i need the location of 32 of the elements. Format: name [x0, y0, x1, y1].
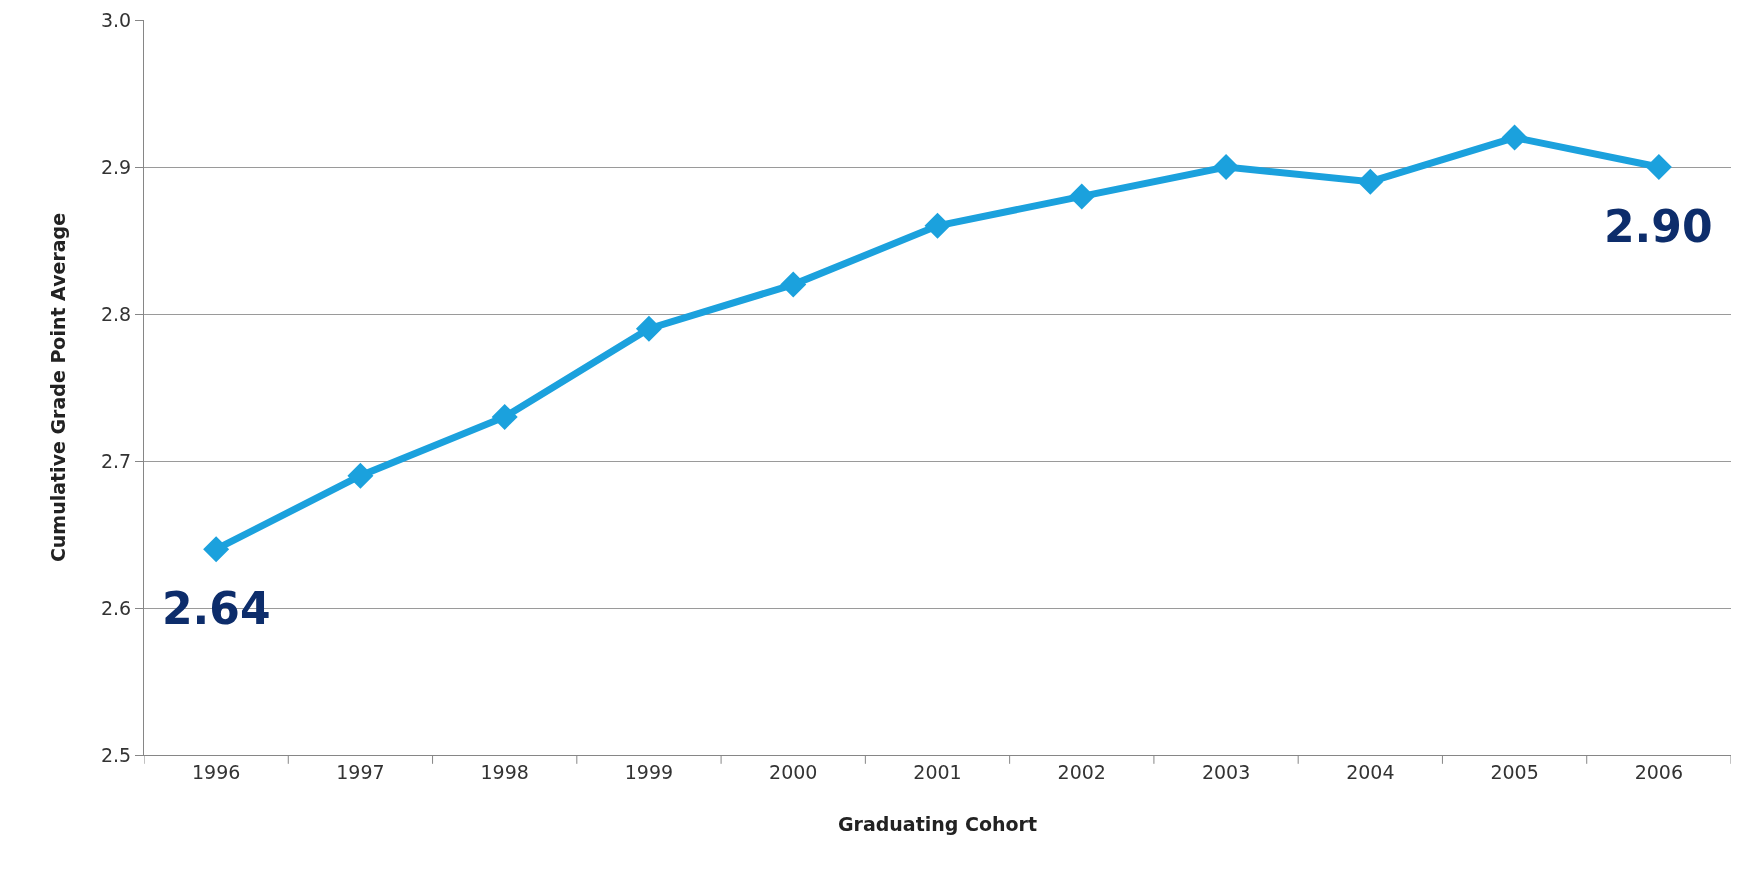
text: 2.5: [100, 743, 132, 766]
x-tick-label: 2004: [1346, 760, 1395, 783]
point: [924, 212, 951, 239]
x-tick-label: 1996: [191, 760, 241, 783]
text: 2.6: [100, 596, 132, 619]
x-tick-label: 2005: [1490, 760, 1539, 783]
point: [347, 462, 374, 489]
x-tick-label: 2003: [1201, 760, 1251, 783]
point: [1068, 183, 1095, 210]
point: [203, 536, 230, 563]
point: [1357, 168, 1384, 195]
x-tick-label: 1997: [336, 760, 385, 783]
point: [1645, 154, 1672, 180]
x-tick-label: 2002: [1057, 760, 1106, 783]
text: 2.9: [100, 155, 132, 178]
point: [1501, 124, 1528, 151]
point: [491, 403, 518, 430]
text: 2.7: [100, 449, 132, 472]
y-axis-title: Cumulative Grade Point Average: [46, 212, 69, 563]
data-label: 2.64: [162, 583, 271, 634]
x-tick-label: 2001: [913, 760, 962, 783]
text: 2.8: [100, 302, 132, 325]
point: [780, 271, 807, 298]
x-tick-label: 1998: [480, 760, 529, 783]
x-tick-label: 1999: [624, 760, 674, 783]
data-label: 2.90: [1604, 201, 1713, 252]
x-tick-label: 2000: [769, 760, 818, 783]
point: [635, 315, 662, 342]
text: 3.0: [100, 8, 132, 31]
x-tick-label: 2006: [1634, 760, 1684, 783]
x-axis-title: Graduating Cohort: [837, 812, 1038, 835]
point: [1213, 154, 1240, 180]
